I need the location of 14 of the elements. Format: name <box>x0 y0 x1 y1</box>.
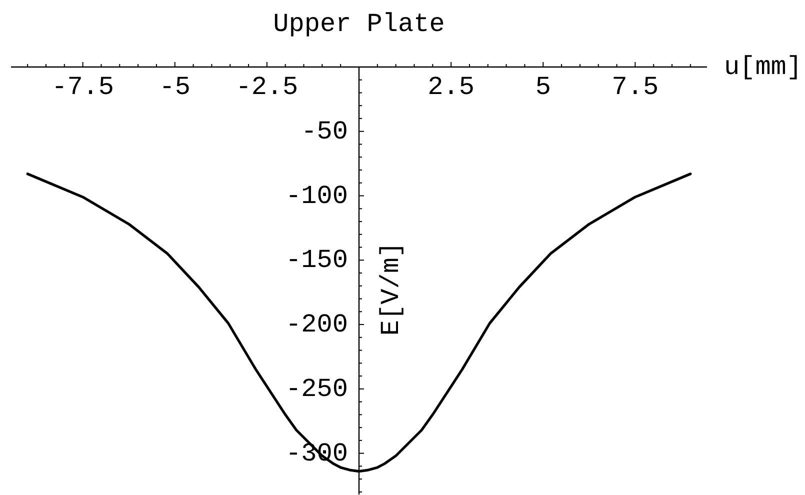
x-axis-title: u[mm] <box>724 52 802 82</box>
y-tick-label: -250 <box>286 374 348 404</box>
y-tick-label: -50 <box>301 116 348 146</box>
x-tick-label: 2.5 <box>428 72 474 102</box>
x-tick-label: -5 <box>159 72 190 102</box>
chart-title: Upper Plate <box>273 9 445 39</box>
x-tick-label: 7.5 <box>612 72 659 102</box>
y-tick-label: -200 <box>286 310 348 340</box>
y-tick-label: -150 <box>286 245 348 276</box>
x-tick-label: -2.5 <box>236 72 298 102</box>
y-axis-title: E[V/m] <box>376 242 406 336</box>
x-tick-label: -7.5 <box>52 72 114 102</box>
x-tick-label: 5 <box>535 72 551 102</box>
y-tick-label: -100 <box>286 180 348 211</box>
